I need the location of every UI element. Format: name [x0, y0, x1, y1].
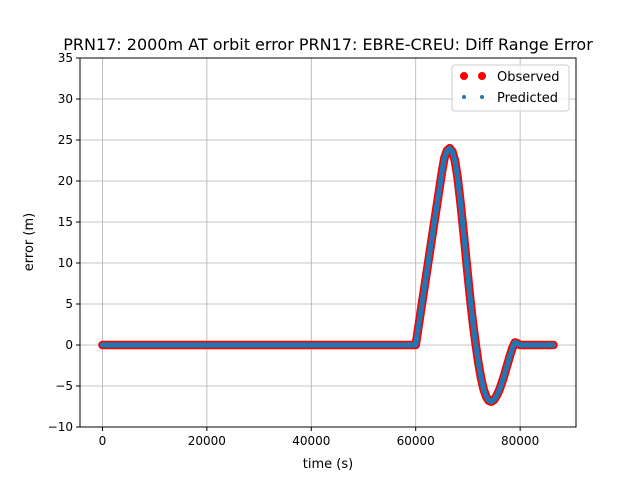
- data-point: [468, 299, 473, 304]
- plot-area: [80, 58, 576, 427]
- data-point: [515, 341, 520, 346]
- series-layer: [98, 143, 558, 406]
- y-tick-label: 30: [58, 92, 73, 106]
- y-tick-label: 0: [65, 338, 73, 352]
- data-point: [445, 148, 449, 153]
- legend-marker: [480, 95, 484, 99]
- data-point: [440, 171, 444, 175]
- data-point: [551, 343, 556, 347]
- data-point: [500, 380, 504, 385]
- plot-frame: [79, 57, 577, 428]
- data-point: [309, 343, 314, 347]
- y-tick-label: 20: [58, 174, 73, 188]
- legend-marker: [478, 72, 486, 80]
- data-point: [528, 343, 533, 347]
- data-point: [100, 343, 105, 347]
- data-point: [489, 399, 494, 404]
- x-axis-label: time (s): [303, 457, 353, 472]
- data-point: [447, 146, 452, 150]
- data-point: [518, 343, 522, 347]
- data-point: [494, 394, 499, 398]
- data-point: [463, 248, 468, 252]
- data-point: [361, 343, 366, 347]
- legend-marker: [462, 95, 466, 99]
- data-point: [455, 175, 460, 179]
- data-point: [442, 156, 447, 160]
- data-point: [484, 394, 488, 399]
- legend: Observed Predicted: [451, 64, 570, 112]
- series-predicted: [99, 145, 557, 405]
- legend-marker: [460, 72, 468, 80]
- data-point: [473, 343, 478, 347]
- legend-label: Observed: [497, 70, 560, 85]
- x-tick-label: 20000: [188, 434, 226, 448]
- data-point: [413, 343, 418, 347]
- data-point: [205, 343, 209, 347]
- data-point: [152, 343, 157, 347]
- data-point: [507, 354, 512, 359]
- x-tick-label: 60000: [397, 434, 435, 448]
- data-point: [450, 149, 455, 154]
- chart-title: PRN17: 2000m AT orbit error PRN17: EBRE-…: [63, 35, 593, 54]
- y-tick-label: −5: [55, 379, 73, 393]
- data-point: [510, 346, 515, 351]
- data-point: [257, 343, 261, 347]
- x-axis-ticks: 0 20000 40000 60000 80000: [99, 427, 539, 448]
- data-point: [453, 158, 457, 163]
- x-tick-label: 80000: [501, 434, 539, 448]
- data-point: [479, 376, 483, 380]
- y-axis-label: error (m): [22, 213, 37, 271]
- data-point: [539, 343, 543, 347]
- y-tick-label: 15: [58, 215, 73, 229]
- data-point: [481, 387, 486, 392]
- data-point: [502, 372, 507, 377]
- y-tick-label: 35: [58, 51, 73, 65]
- data-point: [497, 388, 502, 392]
- data-point: [458, 197, 462, 201]
- data-point: [505, 363, 509, 368]
- y-tick-label: 10: [58, 256, 73, 270]
- y-tick-label: 25: [58, 133, 73, 147]
- data-point: [492, 398, 496, 402]
- data-point: [471, 322, 475, 327]
- y-tick-label: 5: [65, 297, 73, 311]
- legend-items: Observed Predicted: [460, 70, 560, 106]
- y-tick-label: −10: [48, 420, 73, 434]
- data-point: [476, 361, 481, 365]
- data-point: [466, 274, 470, 278]
- x-tick-label: 0: [99, 434, 107, 448]
- y-axis-ticks: −10 −5 0 5 10 15 20 25 30 35: [48, 51, 80, 434]
- data-point: [460, 221, 465, 226]
- legend-label: Predicted: [497, 91, 558, 106]
- x-tick-label: 40000: [292, 434, 330, 448]
